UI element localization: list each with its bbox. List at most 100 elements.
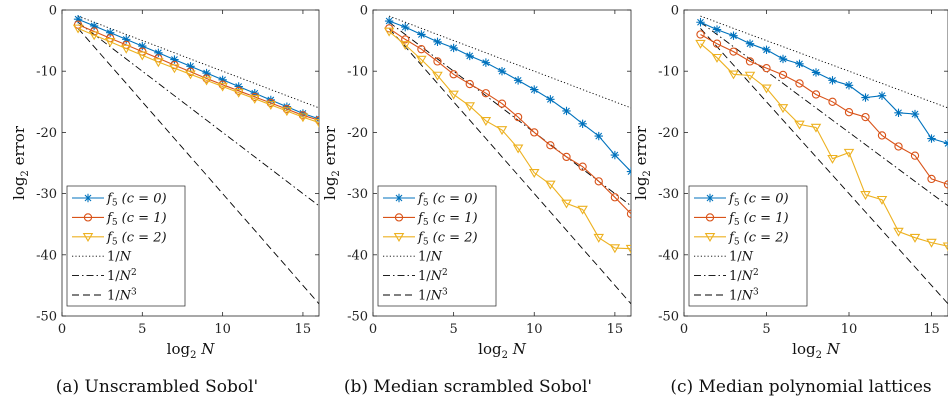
y-tick-label: -40 bbox=[658, 248, 679, 263]
y-axis-label: log2 error bbox=[632, 125, 653, 200]
series-line-2 bbox=[700, 43, 948, 247]
data-point-s2 bbox=[480, 116, 492, 126]
data-point-s2 bbox=[137, 51, 148, 61]
legend-entry-label: 1/N3 bbox=[107, 288, 137, 304]
data-point-s0 bbox=[530, 85, 539, 94]
legend: f5 (c = 0) f5 (c = 1) f5 (c = 2) 1/N 1/N2 1/N… bbox=[688, 185, 808, 307]
series-line-5 bbox=[700, 28, 948, 305]
data-point-s1 bbox=[417, 45, 426, 54]
x-tick-label: 0 bbox=[680, 322, 688, 337]
data-point-s1 bbox=[546, 141, 555, 150]
data-point-s2 bbox=[827, 154, 838, 164]
legend-entry-label: f5 (c = 0) bbox=[106, 192, 167, 209]
data-point-s0 bbox=[170, 55, 179, 64]
y-axis-label: log2 error bbox=[321, 125, 342, 200]
y-tick-label: 0 bbox=[360, 4, 368, 19]
data-point-s0 bbox=[154, 48, 163, 58]
data-point-s2 bbox=[120, 44, 132, 54]
data-point-s1 bbox=[513, 112, 523, 122]
data-point-s0 bbox=[610, 150, 620, 160]
series-line-1 bbox=[77, 24, 319, 121]
y-tick-label: -10 bbox=[658, 65, 679, 80]
y-tick-label: -50 bbox=[658, 310, 679, 325]
y-tick-label: -20 bbox=[36, 126, 57, 141]
legend-entry-label: f5 (c = 0) bbox=[728, 192, 789, 209]
legend-marker bbox=[393, 233, 405, 242]
legend-marker bbox=[83, 213, 93, 222]
data-point-s2 bbox=[104, 38, 116, 47]
data-point-s2 bbox=[810, 123, 822, 133]
data-point-s0 bbox=[762, 45, 771, 54]
series-line-3 bbox=[700, 15, 948, 109]
x-tick-label: 0 bbox=[58, 322, 66, 337]
data-point-s2 bbox=[72, 24, 84, 34]
series-line-0 bbox=[388, 20, 631, 172]
legend-marker bbox=[704, 233, 716, 242]
series-line-3 bbox=[388, 15, 631, 109]
data-point-s1 bbox=[712, 39, 722, 48]
data-point-s0 bbox=[861, 93, 870, 102]
y-tick-label: 0 bbox=[671, 4, 679, 19]
data-point-s0 bbox=[696, 18, 705, 27]
y-tick-label: -20 bbox=[658, 126, 679, 141]
data-point-s0 bbox=[894, 108, 903, 118]
legend-marker bbox=[394, 193, 404, 203]
data-point-s1 bbox=[578, 162, 587, 171]
data-point-s1 bbox=[530, 128, 539, 137]
data-point-s1 bbox=[562, 152, 571, 162]
data-point-s1 bbox=[481, 89, 491, 98]
legend-entry-label: 1/N3 bbox=[418, 288, 448, 304]
legend-entry-label: f5 (c = 2) bbox=[417, 230, 478, 247]
y-axis-label: log2 error bbox=[10, 125, 31, 200]
y-tick-label: -50 bbox=[36, 310, 57, 325]
series-line-1 bbox=[700, 34, 948, 185]
data-point-s0 bbox=[481, 58, 491, 67]
series-layer bbox=[383, 15, 631, 305]
data-point-s2 bbox=[153, 58, 164, 68]
series-line-4 bbox=[388, 21, 631, 207]
y-tick-label: -30 bbox=[347, 187, 368, 202]
series-line-2 bbox=[77, 27, 319, 124]
data-point-s1 bbox=[811, 90, 821, 99]
y-tick-label: -40 bbox=[36, 248, 57, 263]
data-point-s2 bbox=[512, 144, 524, 154]
plot-area-frame bbox=[372, 9, 632, 317]
data-point-s2 bbox=[432, 71, 443, 81]
data-point-s1 bbox=[910, 151, 920, 160]
panel-caption: (c) Median polynomial lattices bbox=[670, 377, 931, 397]
data-point-s1 bbox=[828, 97, 837, 106]
data-point-s2 bbox=[711, 53, 723, 63]
data-point-s0 bbox=[562, 106, 571, 116]
data-point-s1 bbox=[745, 57, 755, 66]
data-point-s2 bbox=[609, 244, 621, 254]
data-point-s1 bbox=[927, 174, 936, 184]
legend-entry-label: 1/N bbox=[729, 250, 754, 265]
data-point-s2 bbox=[876, 195, 888, 205]
y-tick-label: -50 bbox=[347, 310, 368, 325]
legend-box bbox=[688, 185, 808, 307]
series-layer bbox=[72, 14, 319, 305]
series-line-2 bbox=[388, 30, 631, 250]
data-point-s2 bbox=[909, 233, 921, 243]
legend-entry-label: 1/N bbox=[107, 250, 132, 265]
legend-entry-label: 1/N bbox=[418, 250, 443, 265]
y-tick-label: 0 bbox=[49, 4, 57, 19]
data-point-s0 bbox=[186, 62, 195, 71]
plot-area-frame bbox=[683, 9, 948, 317]
data-point-s2 bbox=[744, 71, 756, 81]
data-point-s2 bbox=[728, 70, 739, 80]
series-line-5 bbox=[77, 28, 319, 305]
chart-panel-1: 0 5 10 15 0 -10 -20 -30 -40 -50 log2 N log2 error f5… bbox=[10, 4, 320, 397]
data-point-s0 bbox=[105, 28, 115, 37]
data-point-s0 bbox=[778, 54, 788, 64]
data-point-s0 bbox=[513, 76, 523, 85]
data-point-s2 bbox=[794, 120, 805, 130]
data-point-s2 bbox=[399, 41, 411, 51]
series-line-0 bbox=[700, 21, 948, 144]
chart-panel-3: 0 5 10 15 0 -10 -20 -30 -40 -50 log2 N log2 error f5… bbox=[632, 4, 948, 397]
data-point-s1 bbox=[762, 63, 771, 73]
data-point-s2 bbox=[185, 70, 196, 80]
data-point-s2 bbox=[297, 113, 309, 123]
legend-marker bbox=[394, 213, 404, 222]
data-point-s1 bbox=[778, 70, 788, 80]
